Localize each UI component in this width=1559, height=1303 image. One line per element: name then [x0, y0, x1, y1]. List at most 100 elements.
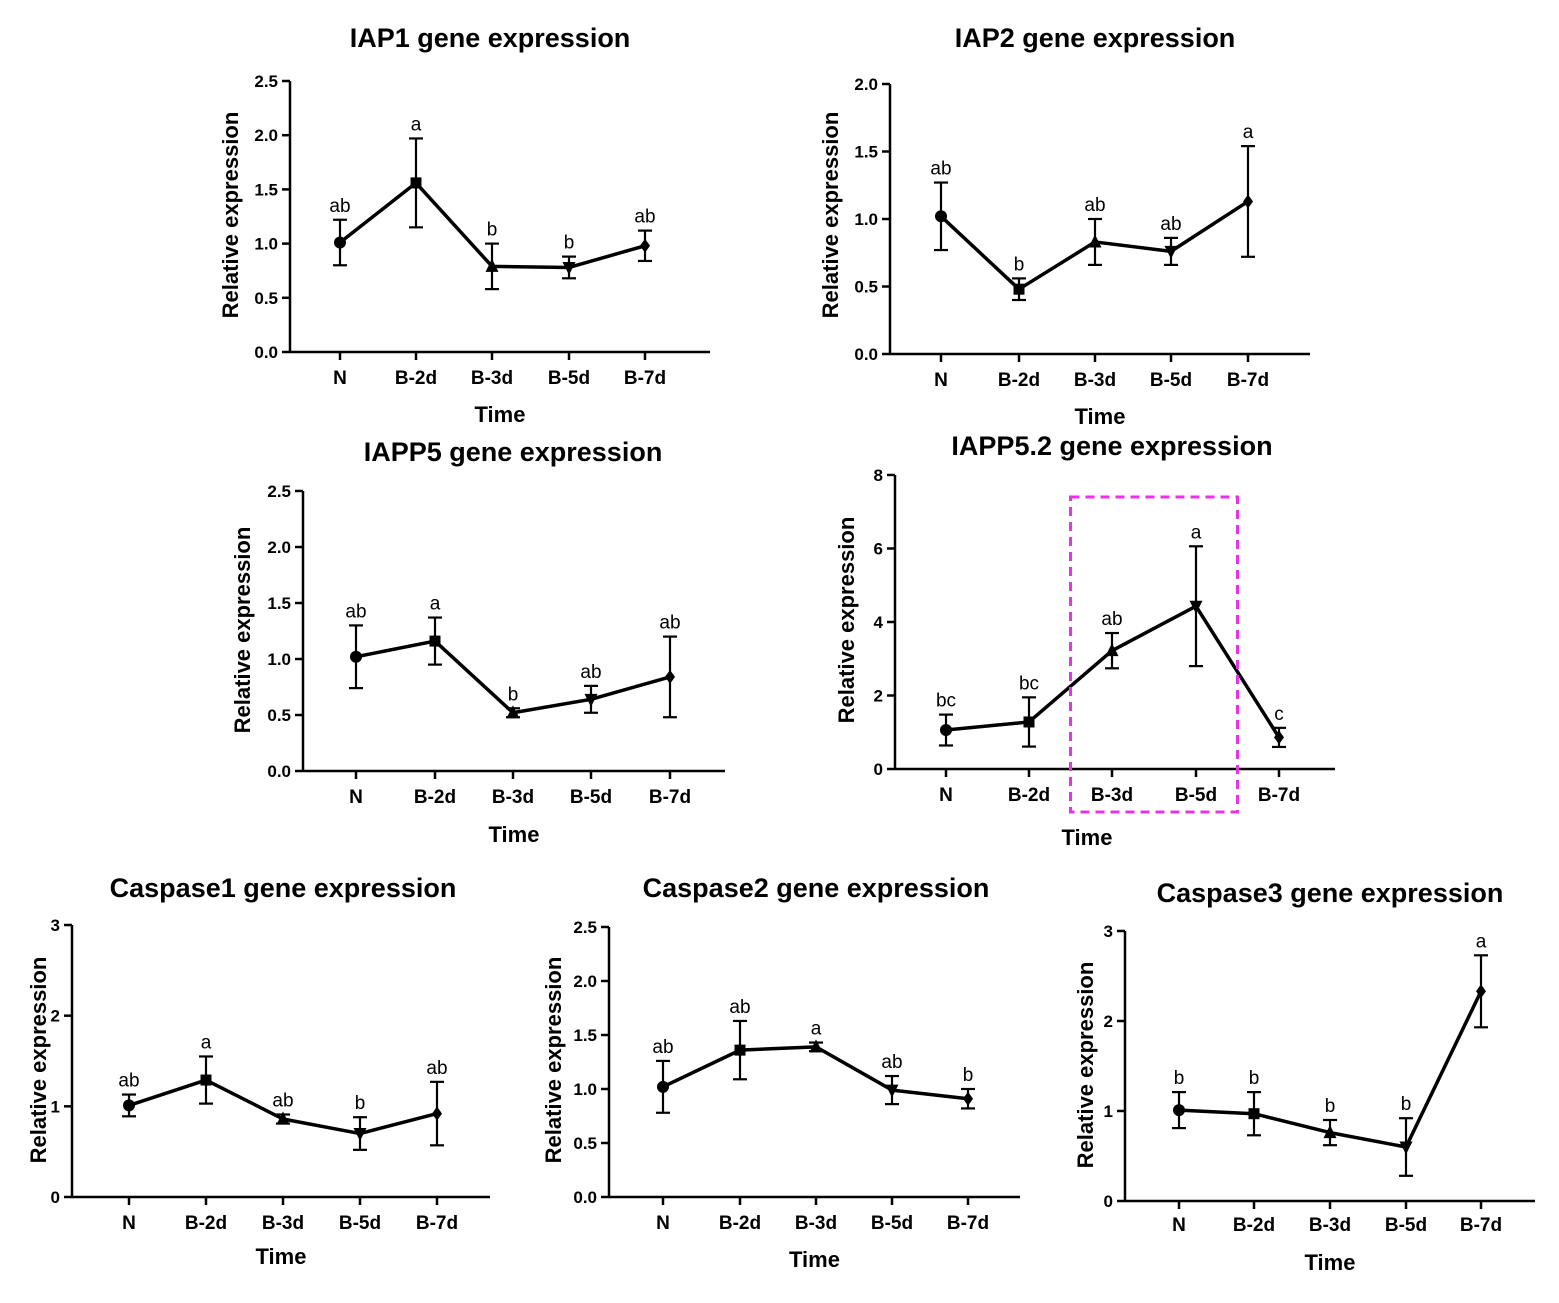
y-tick-label: 2.0: [254, 126, 278, 145]
series-line: [662, 1045, 969, 1101]
x-tick-label: B-7d: [1460, 1215, 1502, 1236]
x-tick-label: B-2d: [1008, 785, 1050, 806]
y-tick-label: 2.0: [267, 538, 291, 557]
significance-label: ab: [1084, 195, 1105, 216]
x-tick-label: B-3d: [492, 787, 534, 808]
data-point: [1164, 245, 1178, 259]
y-tick-label: 3: [51, 916, 60, 935]
significance-label: b: [1401, 1094, 1412, 1115]
y-tick-label: 0.5: [267, 706, 291, 725]
significance-label: bc: [1019, 673, 1039, 694]
significance-label: b: [355, 1093, 366, 1114]
x-tick-label: N: [939, 785, 953, 806]
data-point: [1105, 643, 1119, 657]
chart-3: IAPP5 gene expression 0.0 0.5 1.0 1.5 2.0 2.5 N…: [230, 437, 725, 847]
y-axis-label: Relative expression: [834, 517, 859, 724]
y-tick-label: 0.5: [854, 278, 878, 297]
data-point: [657, 1080, 669, 1093]
significance-label: ab: [1160, 214, 1181, 235]
x-tick-label: B-5d: [1175, 785, 1217, 806]
data-point: [123, 1099, 135, 1112]
chart-title: IAPP5.2 gene expression: [951, 431, 1272, 461]
significance-label: ab: [881, 1052, 902, 1073]
significance-label: ab: [272, 1090, 293, 1111]
y-axis-label: Relative expression: [218, 112, 243, 319]
x-tick-label: N: [1172, 1215, 1186, 1236]
significance-label: b: [564, 233, 575, 254]
x-tick-label: B-7d: [1227, 370, 1269, 391]
significance-label: ab: [329, 196, 350, 217]
data-point: [940, 724, 952, 737]
data-point: [1023, 716, 1035, 728]
data-point: [1173, 1104, 1185, 1117]
y-tick-label: 1.0: [854, 210, 878, 229]
highlight-box: [1069, 495, 1239, 814]
y-tick-label: 0: [1104, 1192, 1113, 1211]
chart-1: IAP1 gene expression 0.0 0.5 1.0 1.5 2.0 2.5 N B…: [218, 23, 710, 427]
y-tick-label: 1.5: [854, 143, 878, 162]
significance-label: b: [1014, 254, 1025, 275]
x-tick-label: B-3d: [1091, 785, 1133, 806]
x-tick-label: B-5d: [548, 368, 590, 389]
significance-label: ab: [580, 662, 601, 683]
data-point: [276, 1111, 290, 1125]
x-tick-label: N: [656, 1213, 670, 1234]
significance-label: b: [1325, 1096, 1336, 1117]
y-tick-label: 1.0: [254, 235, 278, 254]
data-point: [640, 238, 650, 253]
significance-label: a: [201, 1032, 212, 1053]
significance-label: a: [1191, 522, 1202, 543]
y-tick-label: 0.0: [573, 1188, 597, 1207]
data-point: [1274, 730, 1284, 745]
y-tick-label: 1: [1104, 1102, 1113, 1121]
y-tick-label: 4: [874, 613, 884, 632]
significance-label: b: [1174, 1068, 1185, 1089]
x-axis-label: Time: [1305, 1250, 1356, 1275]
chart-7: Caspase3 gene expression 0 1 2 3 N B-2d B-3d B-5…: [1073, 878, 1535, 1275]
data-point: [429, 635, 441, 647]
y-tick-label: 1: [51, 1097, 60, 1116]
data-point: [432, 1106, 442, 1121]
data-point: [350, 650, 362, 663]
x-tick-label: B-3d: [262, 1213, 304, 1234]
chart-title: IAPP5 gene expression: [364, 437, 663, 467]
x-tick-label: B-5d: [1150, 370, 1192, 391]
data-point: [485, 258, 499, 272]
significance-label: ab: [930, 159, 951, 180]
data-point: [1189, 600, 1203, 614]
y-axis-label: Relative expression: [26, 957, 51, 1164]
y-tick-label: 6: [874, 540, 883, 559]
chart-title: Caspase3 gene expression: [1157, 878, 1504, 908]
data-point: [885, 1084, 899, 1098]
y-tick-label: 2.5: [573, 918, 597, 937]
significance-label: a: [811, 1019, 822, 1040]
significance-label: a: [1476, 931, 1487, 952]
data-point: [562, 261, 576, 275]
significance-label: bc: [936, 691, 956, 712]
data-point: [584, 693, 598, 707]
x-tick-label: B-7d: [649, 787, 691, 808]
x-tick-label: N: [934, 370, 948, 391]
y-tick-label: 2.0: [573, 972, 597, 991]
data-point: [665, 669, 675, 684]
y-tick-label: 1.5: [267, 594, 291, 613]
y-tick-label: 0.0: [267, 762, 291, 781]
data-point: [410, 177, 422, 189]
y-tick-label: 2.5: [267, 482, 291, 501]
data-point: [1013, 283, 1025, 295]
significance-label: b: [963, 1065, 974, 1086]
significance-label: ab: [1101, 609, 1122, 630]
y-tick-label: 1.0: [267, 650, 291, 669]
data-point: [506, 705, 520, 719]
x-axis-label: Time: [1062, 825, 1113, 850]
significance-label: b: [508, 684, 519, 705]
significance-label: ab: [652, 1037, 673, 1058]
x-tick-label: B-7d: [1258, 785, 1300, 806]
chart-title: Caspase1 gene expression: [110, 873, 457, 903]
chart-title: IAP1 gene expression: [350, 23, 631, 53]
y-tick-label: 0.0: [854, 345, 878, 364]
y-tick-label: 1.5: [573, 1026, 597, 1045]
significance-label: b: [1249, 1068, 1260, 1089]
x-tick-label: B-7d: [947, 1213, 989, 1234]
